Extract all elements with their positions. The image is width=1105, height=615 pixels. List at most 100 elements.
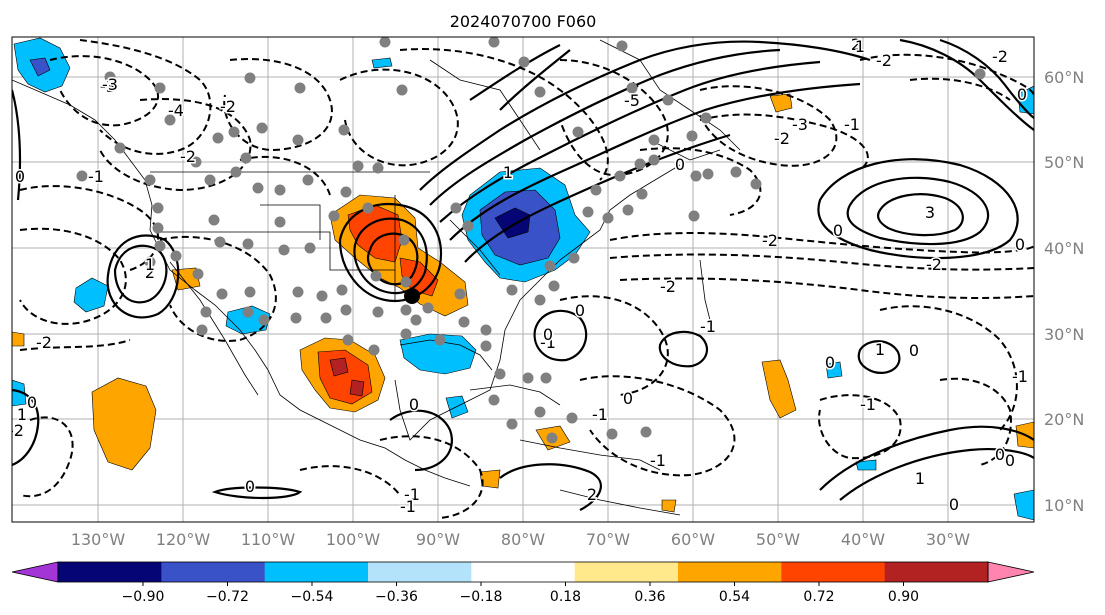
colorbar-outline: [57, 561, 989, 583]
colorbar-segment: [471, 562, 576, 582]
station-dot: [294, 82, 306, 94]
negative-anomaly-region: [1013, 489, 1034, 521]
station-dot: [144, 174, 156, 186]
station-dot: [338, 124, 350, 136]
coastlines-and-borders: [12, 39, 741, 516]
colorbar-tick-label: 0.54: [719, 589, 750, 605]
station-dot: [622, 204, 634, 216]
contour-label: 0: [623, 389, 633, 408]
contour-label: 0: [825, 353, 835, 372]
station-dot: [114, 142, 126, 154]
station-dot: [154, 82, 166, 94]
station-dot: [204, 174, 216, 186]
station-dot: [534, 406, 546, 418]
station-dot: [398, 234, 410, 246]
contour-label: 0: [27, 393, 37, 412]
station-dot: [190, 156, 202, 168]
colorbar-low-extension: [11, 561, 59, 583]
station-dot: [244, 72, 256, 84]
station-dot: [292, 286, 304, 298]
map-title: 2024070700 F060: [450, 12, 597, 31]
station-dot: [488, 394, 500, 406]
contour-label: 1: [145, 255, 155, 274]
station-dot: [342, 334, 354, 346]
contour-label: -1: [400, 497, 416, 516]
contour-label: -2: [992, 47, 1008, 66]
station-dot: [450, 202, 462, 214]
contour-label: 0: [409, 395, 419, 414]
station-dot: [170, 250, 182, 262]
station-dot: [152, 202, 164, 214]
longitude-labels: 130°W 120°W 110°W 100°W 90°W 80°W 70°W 6…: [71, 530, 970, 549]
map-frame: [11, 36, 1035, 523]
negative-anomaly-region: [73, 277, 109, 313]
station-dot: [154, 240, 166, 252]
station-dot: [648, 134, 660, 146]
contour-label: 1: [503, 163, 513, 182]
station-dot: [702, 168, 714, 180]
contour-label: 1: [17, 405, 27, 424]
colorbar-tick-label: 0.90: [888, 589, 919, 605]
contour-label: 0: [543, 325, 553, 344]
negative-anomaly-region: [371, 57, 393, 69]
colorbar-tick-label: 0.18: [550, 589, 581, 605]
station-dot: [506, 418, 518, 430]
station-dot: [648, 154, 660, 166]
contour-label: -1: [650, 451, 666, 470]
station-dot: [488, 37, 500, 48]
colorbar-segments: [58, 562, 989, 582]
station-dot: [400, 304, 412, 316]
station-dot: [212, 132, 224, 144]
lon-label: 110°W: [241, 530, 296, 549]
station-dot: [548, 280, 560, 292]
colorbar: −0.90 −0.72 −0.54 −0.36 −0.18 0.18 0.36 0.54 0.7…: [11, 561, 1035, 605]
station-dot: [340, 304, 352, 316]
latitude-labels: 60°N 50°N 40°N 30°N 20°N 10°N: [1044, 68, 1084, 515]
station-dot: [208, 214, 220, 226]
station-dot: [494, 368, 506, 380]
station-dot: [640, 426, 652, 438]
observation-stations: [76, 37, 986, 444]
lat-label: 30°N: [1044, 325, 1084, 344]
contour-label: -4: [168, 101, 184, 120]
positive-anomaly-region: [349, 379, 365, 397]
station-dot: [572, 126, 584, 138]
station-dot: [534, 294, 546, 306]
contour-label: 0: [833, 221, 843, 240]
lon-label: 40°W: [841, 530, 885, 549]
station-dot: [566, 412, 578, 424]
station-dot: [480, 324, 492, 336]
negative-anomaly-region: [445, 395, 469, 419]
station-dot: [164, 114, 176, 126]
station-dot: [196, 324, 208, 336]
station-dot: [200, 306, 212, 318]
colorbar-tick-labels: −0.90 −0.72 −0.54 −0.36 −0.18 0.18 0.36 0.54 0.7…: [122, 582, 919, 605]
contour-label: -1: [1012, 367, 1028, 386]
contour-label: -3: [100, 77, 116, 96]
station-dot: [434, 334, 446, 346]
station-dot: [688, 210, 700, 222]
lon-label: 130°W: [71, 530, 126, 549]
station-dot: [534, 86, 546, 98]
station-dot: [302, 174, 314, 186]
colorbar-segment: [884, 562, 989, 582]
positive-anomaly-region: [329, 357, 349, 377]
station-dot: [274, 216, 286, 228]
station-dot: [252, 182, 264, 194]
station-dot: [362, 202, 374, 214]
station-dot: [400, 328, 412, 340]
station-dot: [422, 302, 434, 314]
station-dot: [192, 268, 204, 280]
colorbar-tick-label: −0.90: [122, 589, 165, 605]
lat-label: 20°N: [1044, 410, 1084, 429]
station-dot: [274, 184, 286, 196]
contour-label: -1: [592, 405, 608, 424]
station-dot: [368, 344, 380, 356]
station-dot: [104, 71, 116, 83]
colorbar-tick-label: 0.36: [634, 589, 665, 605]
contour-label: 0: [995, 445, 1005, 464]
contour-label: 1: [915, 469, 925, 488]
station-dot: [686, 130, 698, 142]
station-dot: [372, 306, 384, 318]
